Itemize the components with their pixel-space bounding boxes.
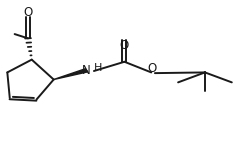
Text: O: O: [148, 62, 157, 75]
Polygon shape: [54, 69, 88, 80]
Text: O: O: [23, 6, 33, 19]
Text: O: O: [120, 39, 129, 52]
Text: N: N: [82, 64, 91, 77]
Text: H: H: [93, 63, 102, 73]
